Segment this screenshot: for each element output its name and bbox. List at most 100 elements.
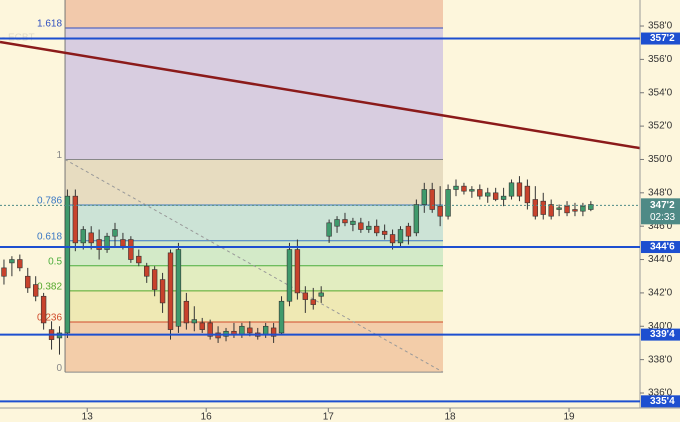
candle-body — [389, 234, 396, 244]
fib-label: 0 — [56, 363, 62, 374]
candle-body — [17, 259, 23, 269]
fib-zone — [65, 240, 444, 266]
y-tick-label: 354'0 — [648, 87, 673, 98]
candle-body — [437, 205, 443, 217]
candle-body — [588, 204, 594, 210]
candle-body — [286, 249, 293, 302]
candle-body — [40, 295, 47, 324]
candle-body — [33, 284, 39, 297]
candle-body — [191, 319, 197, 324]
fib-zone — [65, 321, 444, 373]
level-tag — [641, 328, 680, 341]
candle-body — [318, 292, 324, 297]
candle-body — [167, 252, 174, 330]
candle-body — [96, 239, 102, 250]
candle-body — [540, 200, 546, 215]
candle-body — [342, 219, 348, 224]
fib-zone — [65, 0, 444, 29]
x-tick-label: 16 — [201, 412, 213, 422]
candle-body — [302, 292, 309, 300]
price-timer: 02:33 — [650, 212, 675, 223]
candle-body — [500, 195, 507, 200]
candle-body — [564, 205, 570, 214]
candle-body — [80, 229, 86, 244]
x-tick-label: 13 — [82, 412, 94, 422]
candle-body — [532, 199, 538, 217]
candle-body — [334, 219, 340, 227]
y-tick-label: 344'0 — [648, 254, 673, 265]
fib-label: 0.5 — [48, 256, 62, 267]
candle-body — [374, 225, 380, 234]
candle-body — [405, 225, 412, 237]
candle-body — [183, 300, 190, 324]
y-tick-label: 348'0 — [648, 187, 673, 198]
fib-label: 0.786 — [37, 196, 62, 207]
candle-body — [397, 229, 404, 244]
level-label: 357'2 — [650, 33, 675, 44]
price-label: 347'2 — [650, 200, 675, 211]
level-label: 335'4 — [650, 396, 675, 407]
candle-body — [556, 207, 562, 210]
fib-label: 1 — [56, 150, 62, 161]
y-tick-label: 346'0 — [648, 221, 673, 232]
y-tick-label: 356'0 — [648, 54, 673, 65]
candle-body — [381, 230, 388, 235]
candle-body — [270, 327, 277, 337]
candle-body — [492, 192, 499, 200]
candle-body — [262, 325, 269, 335]
trend-line — [0, 40, 641, 150]
candle-body — [104, 235, 110, 250]
y-tick-label: 342'0 — [648, 288, 673, 299]
candle-body — [366, 225, 372, 230]
fib-label: 1.618 — [37, 19, 62, 30]
fib-diagonal — [64, 159, 444, 373]
candle-body — [112, 229, 118, 237]
candle-body — [469, 189, 475, 192]
candle-body — [524, 185, 531, 204]
level-tag — [641, 32, 680, 45]
candle-body — [159, 279, 166, 304]
candle-body — [294, 249, 301, 294]
candle-body — [580, 205, 586, 212]
candle-body — [477, 189, 483, 197]
candle-body — [25, 275, 31, 289]
candle-body — [350, 220, 356, 225]
candle-body — [64, 195, 71, 334]
candle-body — [136, 255, 142, 264]
candle-body — [72, 195, 79, 244]
fib-label: 0.236 — [37, 313, 62, 324]
y-tick-label: 352'0 — [648, 121, 673, 132]
level-label: 339'4 — [650, 329, 675, 340]
level-tag — [641, 241, 680, 254]
x-tick-label: 18 — [444, 412, 456, 422]
candle-body — [175, 249, 182, 327]
y-tick-label: 338'0 — [648, 354, 673, 365]
candle-body — [278, 300, 285, 334]
candle-body — [128, 239, 134, 260]
candle-body — [453, 185, 459, 190]
candle-body — [88, 232, 94, 244]
candle-body — [445, 189, 451, 217]
candle-body — [429, 189, 435, 210]
fib-label: 0.382 — [37, 282, 62, 293]
level-label: 344'6 — [650, 242, 675, 253]
fib-zone — [65, 28, 444, 160]
candle-body — [485, 192, 491, 197]
y-tick-label: 350'0 — [648, 154, 673, 165]
candle-body — [207, 322, 213, 337]
candle-body — [461, 185, 467, 192]
candle-body — [516, 182, 523, 197]
price-tag — [641, 198, 680, 225]
x-tick-label: 19 — [563, 412, 575, 422]
candle-body — [421, 189, 427, 205]
fib-label: 0.618 — [37, 231, 62, 242]
fib-zone — [65, 204, 444, 241]
level-tag — [641, 395, 680, 408]
candle-body — [9, 259, 15, 264]
x-tick-label: 17 — [323, 412, 335, 422]
candle-body — [120, 239, 126, 247]
y-tick-label: 340'0 — [648, 321, 673, 332]
y-tick-label: 358'0 — [648, 21, 673, 32]
y-tick-label: 336'0 — [648, 388, 673, 399]
